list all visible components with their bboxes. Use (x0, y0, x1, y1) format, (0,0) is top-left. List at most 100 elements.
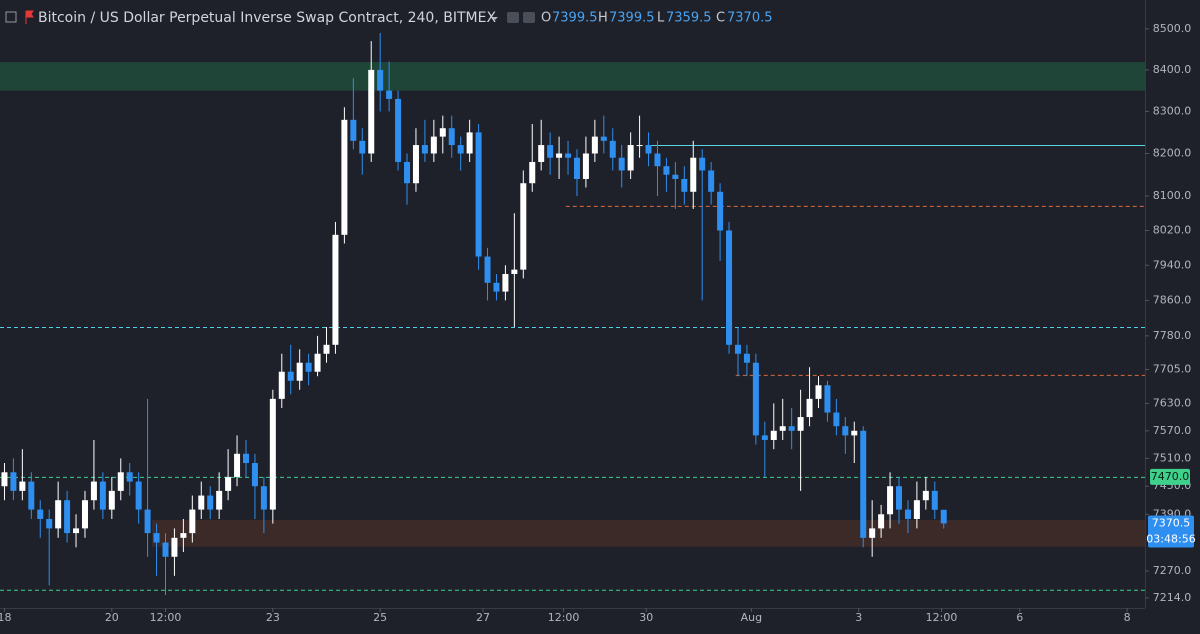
x-tick-label: 30 (639, 611, 653, 624)
candle-body (529, 161, 536, 184)
candle-body (663, 166, 670, 175)
current-price-tag (1148, 515, 1194, 548)
candle-body (108, 490, 115, 510)
candle-body (591, 136, 598, 154)
candle-body (547, 145, 554, 158)
candle-body (565, 153, 572, 158)
countdown-label: 03:48:56 (1146, 532, 1195, 545)
candle-body (645, 145, 652, 154)
price-tag (1150, 468, 1190, 485)
candle-body (904, 509, 911, 519)
candle-body (135, 481, 142, 510)
settings-icon[interactable] (523, 12, 535, 23)
dropdown-arrow[interactable] (492, 17, 498, 20)
candle-body (734, 344, 741, 354)
ohlc-value: 7359.5 (666, 11, 712, 26)
candle-body (341, 119, 348, 235)
price-tag-label: 7470.0 (1151, 470, 1190, 483)
candle-body (46, 518, 53, 529)
candle-body (860, 430, 867, 538)
candle-body (475, 132, 482, 257)
candle-body (887, 486, 894, 515)
candle-body (743, 353, 750, 363)
candle-body (484, 256, 491, 283)
y-tick-label: 7570.0 (1153, 424, 1192, 437)
y-tick-label: 8500.0 (1153, 22, 1192, 35)
candle-body (117, 472, 124, 491)
candle-body (395, 98, 402, 162)
candle-body (520, 183, 527, 270)
candle-body (761, 435, 768, 440)
candle-body (28, 481, 35, 510)
y-tick-label: 7214.0 (1153, 591, 1192, 604)
candle-body (439, 128, 446, 137)
candle-body (600, 136, 607, 141)
expand-icon[interactable] (5, 11, 17, 23)
candle-body (19, 481, 26, 491)
candle-body (913, 500, 920, 519)
candle-body (627, 145, 634, 171)
x-tick-label: 12:00 (150, 611, 182, 624)
candle-body (582, 153, 589, 179)
x-tick-label: Aug (741, 611, 762, 624)
candle-body (824, 385, 831, 413)
x-tick-label: 12:00 (548, 611, 580, 624)
candle-body (1, 472, 8, 487)
candle-body (90, 481, 97, 501)
candle-body (708, 170, 715, 192)
x-tick-label: 6 (1016, 611, 1023, 624)
candle-body (55, 500, 62, 529)
candle-body (931, 490, 938, 510)
candle-body (681, 178, 688, 192)
candle-body (609, 140, 616, 158)
candle-body (171, 537, 178, 557)
candle-body (851, 430, 858, 436)
ohlc-value: 7399.5 (552, 11, 598, 26)
candle-body (752, 362, 759, 436)
candle-body (636, 145, 643, 147)
candle-body (448, 128, 455, 146)
zone (0, 62, 1145, 91)
y-tick-label: 7860.0 (1153, 293, 1192, 306)
candle-body (618, 157, 625, 171)
candle-body (314, 353, 321, 372)
ohlc-value: 7370.5 (727, 11, 773, 26)
candle-body (922, 490, 929, 501)
candle-body (216, 490, 223, 510)
candle-body (654, 153, 661, 167)
ohlc-value: 7399.5 (609, 11, 655, 26)
candle-body (10, 472, 17, 491)
candle-body (412, 145, 419, 184)
candle-body (350, 119, 357, 141)
candle-body (717, 191, 724, 231)
y-tick-label: 8300.0 (1153, 104, 1192, 117)
candle-body (99, 481, 106, 510)
candle-body (779, 426, 786, 431)
candle-body (511, 269, 518, 275)
candle-body (538, 145, 545, 162)
y-tick-label: 7510.0 (1153, 451, 1192, 464)
eye-icon[interactable] (507, 12, 519, 23)
candle-body (37, 509, 44, 519)
candle-body (690, 157, 697, 192)
ohlc-label: O (541, 11, 551, 26)
candle-body (421, 145, 428, 154)
flag-icon[interactable] (25, 10, 34, 24)
candle-body (377, 69, 384, 91)
ohlc-label: H (598, 11, 608, 26)
symbol-title[interactable]: Bitcoin / US Dollar Perpetual Inverse Sw… (38, 10, 496, 26)
candle-body (493, 282, 500, 292)
candle-body (81, 500, 88, 529)
candle-body (770, 430, 777, 440)
y-tick-label: 7780.0 (1153, 329, 1192, 342)
candle-body (269, 398, 276, 510)
ohlc-label: L (657, 11, 665, 26)
candle-body (73, 528, 80, 534)
ohlc-label: C (716, 11, 725, 26)
current-price-label: 7370.5 (1152, 516, 1191, 529)
x-tick-label: 23 (266, 611, 280, 624)
candle-body (126, 472, 133, 482)
candle-body (833, 412, 840, 427)
candle-body (726, 230, 733, 345)
